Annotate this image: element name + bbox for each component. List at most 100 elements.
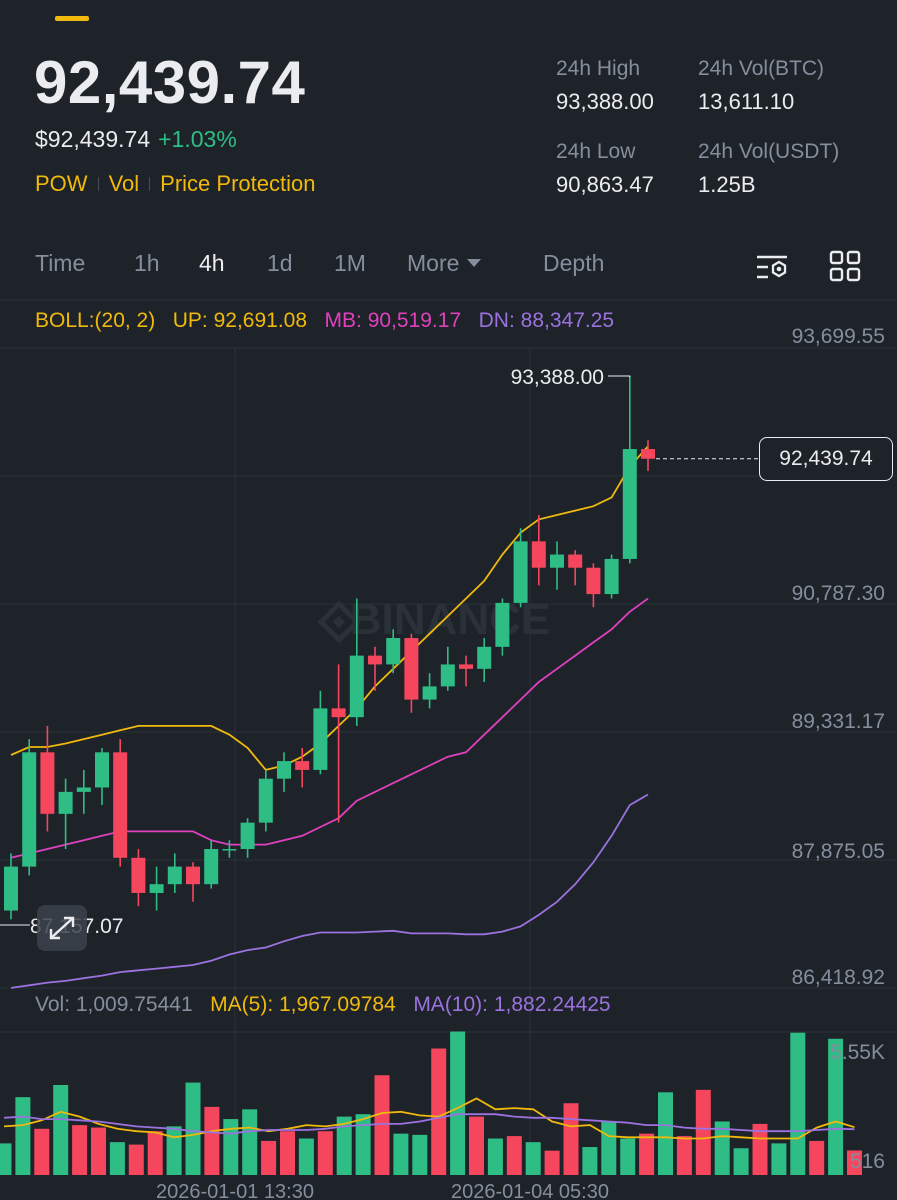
volume-axis-label: 5.55K bbox=[830, 1041, 885, 1064]
tag-price-protection[interactable]: Price Protection bbox=[160, 171, 316, 196]
volume-bar bbox=[204, 1106, 220, 1175]
volume-bar bbox=[72, 1125, 88, 1175]
volume-bar bbox=[0, 1143, 12, 1175]
tab-time[interactable]: Time bbox=[35, 250, 86, 276]
volume-bar bbox=[91, 1127, 106, 1175]
candle-body bbox=[531, 541, 546, 568]
volume-bar bbox=[317, 1131, 333, 1175]
volume-bar bbox=[714, 1121, 730, 1175]
tab-4h[interactable]: 4h bbox=[199, 250, 225, 276]
volume-bar bbox=[298, 1138, 314, 1175]
volume-bar bbox=[620, 1138, 636, 1175]
volume-bar bbox=[53, 1085, 69, 1175]
volume-bar bbox=[450, 1031, 466, 1175]
candle-body bbox=[331, 708, 346, 718]
boll-legend[interactable]: BOLL:(20, 2) UP: 92,691.08 MB: 90,519.17… bbox=[35, 309, 614, 333]
volume-bar bbox=[809, 1140, 825, 1175]
ma5-value: MA(5): 1,967.09784 bbox=[210, 993, 396, 1016]
usd-price: $92,439.74 bbox=[35, 126, 151, 152]
volume-bar bbox=[412, 1134, 428, 1175]
volume-bar bbox=[166, 1126, 182, 1175]
chart-settings-icon[interactable] bbox=[755, 252, 789, 288]
candle-body bbox=[204, 849, 219, 885]
candle-body bbox=[186, 866, 200, 885]
candle-body bbox=[222, 849, 237, 851]
candle-body bbox=[604, 558, 619, 595]
volume-ma10-line bbox=[3, 1113, 855, 1135]
tab-more-label: More bbox=[407, 250, 460, 276]
volume-bar bbox=[525, 1142, 541, 1175]
price-axis-label: 87,875.05 bbox=[792, 840, 885, 863]
volume-bar bbox=[790, 1032, 806, 1175]
volume-bar bbox=[336, 1116, 352, 1175]
expand-arrows-icon[interactable] bbox=[37, 905, 87, 951]
candle-body bbox=[313, 708, 328, 770]
volume-bar bbox=[828, 1038, 844, 1175]
candle-body bbox=[586, 567, 601, 595]
low-value: 90,863.47 bbox=[556, 172, 654, 197]
last-price: 92,439.74 bbox=[34, 49, 306, 116]
ma10-value: MA(10): 1,882.24425 bbox=[413, 993, 611, 1016]
tag-pow[interactable]: POW bbox=[35, 171, 88, 196]
volume-bar bbox=[544, 1150, 560, 1175]
volume-bar bbox=[506, 1136, 522, 1175]
candle-body bbox=[404, 638, 419, 700]
boll-mb-value: MB: 90,519.17 bbox=[324, 309, 462, 332]
price-axis-label: 89,331.17 bbox=[792, 710, 885, 733]
high-marker-label: 93,388.00 bbox=[511, 366, 604, 389]
candle-body bbox=[113, 752, 128, 858]
candle-body bbox=[149, 884, 164, 893]
candle-body bbox=[641, 449, 655, 459]
candle-body bbox=[422, 686, 437, 700]
candle-body bbox=[386, 638, 401, 665]
volume-bar bbox=[469, 1116, 484, 1175]
volume-bar bbox=[676, 1136, 692, 1175]
grid-layout-icon[interactable] bbox=[829, 250, 861, 288]
tab-more[interactable]: More bbox=[407, 250, 482, 277]
volume-bar bbox=[280, 1131, 295, 1175]
volume-legend[interactable]: Vol: 1,009.75441 MA(5): 1,967.09784 MA(1… bbox=[35, 993, 611, 1017]
candle-body bbox=[58, 791, 73, 814]
tag-divider bbox=[149, 177, 151, 191]
boll-up-line bbox=[10, 445, 649, 771]
tab-1d[interactable]: 1d bbox=[267, 250, 293, 276]
volume-ma5-line bbox=[3, 1097, 855, 1140]
time-axis-label: 2026-01-01 13:30 bbox=[156, 1181, 314, 1200]
binance-logo-icon bbox=[317, 600, 361, 644]
volume-bar bbox=[639, 1133, 655, 1175]
high-label: 24h High bbox=[556, 57, 641, 80]
boll-dn-value: DN: 88,347.25 bbox=[478, 309, 615, 332]
volume-bar bbox=[261, 1140, 277, 1175]
volume-bar bbox=[563, 1103, 579, 1175]
tab-1m[interactable]: 1M bbox=[334, 250, 366, 276]
candle-body bbox=[477, 646, 492, 669]
boll-up-value: UP: 92,691.08 bbox=[172, 309, 308, 332]
volume-bar bbox=[374, 1075, 390, 1175]
volume-bar bbox=[431, 1048, 447, 1175]
vol-usdt-label: 24h Vol(USDT) bbox=[698, 140, 840, 163]
vol-usdt-value: 1.25B bbox=[698, 172, 756, 197]
tab-depth[interactable]: Depth bbox=[543, 250, 605, 276]
volume-bar bbox=[128, 1144, 144, 1175]
price-axis-label: 90,787.30 bbox=[792, 582, 885, 605]
volume-bar bbox=[582, 1147, 598, 1175]
vol-btc-value: 13,611.10 bbox=[698, 89, 795, 114]
boll-dn-line bbox=[10, 793, 649, 989]
volume-bar bbox=[147, 1131, 163, 1175]
tag-vol[interactable]: Vol bbox=[108, 171, 140, 196]
tab-1h[interactable]: 1h bbox=[134, 250, 160, 276]
volume-bar bbox=[185, 1082, 201, 1175]
price-axis-label: 93,699.55 bbox=[792, 325, 885, 348]
binance-watermark: BINANCE bbox=[350, 595, 550, 644]
volume-bar bbox=[771, 1143, 787, 1175]
volume-bar bbox=[601, 1121, 617, 1175]
volume-bar bbox=[393, 1133, 409, 1175]
volume-bar bbox=[487, 1138, 503, 1175]
volume-bar bbox=[658, 1092, 673, 1175]
caret-down-icon bbox=[467, 259, 482, 267]
candle-body bbox=[550, 554, 564, 568]
volume-bar bbox=[695, 1089, 711, 1175]
current-price-tag[interactable]: 92,439.74 bbox=[759, 437, 893, 481]
candle-body bbox=[258, 778, 273, 823]
